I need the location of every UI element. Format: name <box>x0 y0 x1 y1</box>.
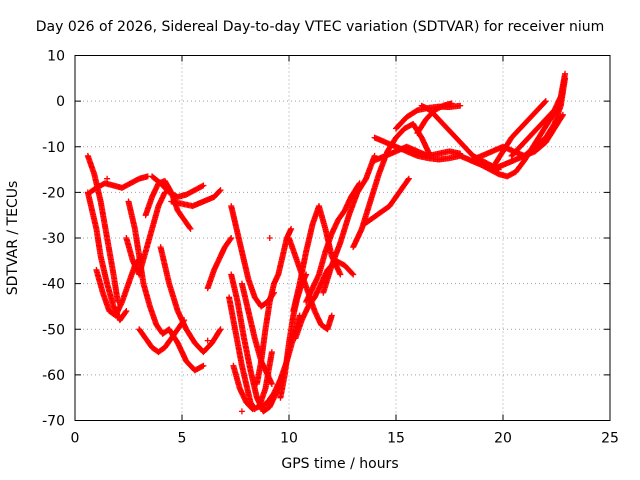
y-tick-label: -30 <box>42 231 65 247</box>
data-point <box>200 362 207 369</box>
data-point <box>559 111 566 118</box>
data-series <box>320 152 378 296</box>
x-tick-labels: 0 5 10 15 20 25 <box>71 431 619 447</box>
data-point <box>228 235 235 241</box>
data-point <box>268 381 275 387</box>
data-series <box>290 203 344 314</box>
data-point <box>227 236 234 243</box>
data-point <box>238 408 245 415</box>
data-point <box>199 183 206 190</box>
y-tick-labels: 10 0 -10 -20 -30 -40 -50 -60 -70 <box>42 49 65 430</box>
data-series <box>136 317 188 356</box>
data-point <box>541 99 548 106</box>
data-series <box>491 98 549 168</box>
data-point <box>457 102 464 109</box>
x-tick-label: 0 <box>71 431 80 447</box>
x-tick-label: 25 <box>601 431 619 447</box>
data-point <box>122 309 129 316</box>
y-tick-label: -50 <box>42 322 65 338</box>
x-axis-label: GPS time / hours <box>281 456 399 472</box>
data-point <box>200 182 207 189</box>
data-point <box>405 176 412 183</box>
x-tick-label: 10 <box>280 431 298 447</box>
data-series <box>303 180 363 305</box>
x-tick-label: 5 <box>178 431 187 447</box>
data-point <box>217 326 224 333</box>
data-point <box>405 175 412 182</box>
axis-ticks <box>74 55 611 421</box>
data-series <box>371 143 464 164</box>
data-point <box>123 308 130 314</box>
data-point <box>542 98 549 105</box>
data-series <box>508 70 569 159</box>
y-tick-label: -60 <box>42 368 65 384</box>
data-series <box>204 235 235 292</box>
data-series <box>104 175 273 415</box>
data-point <box>337 271 344 278</box>
data-point <box>559 112 566 119</box>
data-point <box>448 100 455 107</box>
data-point <box>217 187 224 194</box>
data-series <box>86 173 151 196</box>
data-series <box>157 244 224 356</box>
y-tick-label: -40 <box>42 277 65 293</box>
data-point <box>161 189 168 196</box>
data-series <box>292 257 357 342</box>
data-series <box>142 177 194 232</box>
data-series <box>414 100 455 137</box>
data-series <box>84 189 130 324</box>
data-point <box>187 225 194 232</box>
data-series <box>360 175 412 228</box>
data-point <box>328 312 335 319</box>
data-point <box>216 327 223 334</box>
y-tick-label: -10 <box>42 140 65 156</box>
y-axis-label: SDTVAR / TECUs <box>5 180 21 296</box>
data-series <box>253 225 295 387</box>
data-point <box>216 188 223 195</box>
data-series <box>123 189 168 278</box>
x-tick-label: 15 <box>387 431 405 447</box>
data-point <box>266 235 273 241</box>
y-tick-label: 10 <box>47 49 65 65</box>
data-point <box>204 337 211 344</box>
data-point <box>457 150 464 157</box>
data-point <box>349 270 356 277</box>
chart-title: Day 026 of 2026, Sidereal Day-to-day VTE… <box>35 19 605 35</box>
data-point <box>199 363 206 370</box>
data-series <box>168 187 224 210</box>
data-point <box>138 253 145 260</box>
data-series <box>84 152 121 305</box>
data-point <box>288 225 295 232</box>
data-point <box>268 349 275 356</box>
data-point <box>137 254 144 261</box>
data-point <box>186 224 193 231</box>
data-point <box>104 175 111 182</box>
data-point <box>350 271 357 278</box>
x-tick-label: 20 <box>494 431 512 447</box>
y-tick-label: -70 <box>42 414 65 430</box>
data-series <box>93 253 145 319</box>
y-tick-label: -20 <box>42 185 65 201</box>
y-tick-label: 0 <box>56 94 65 110</box>
data-point <box>562 70 569 77</box>
data-points <box>84 70 569 415</box>
data-series <box>226 294 258 413</box>
data-series <box>350 120 434 251</box>
